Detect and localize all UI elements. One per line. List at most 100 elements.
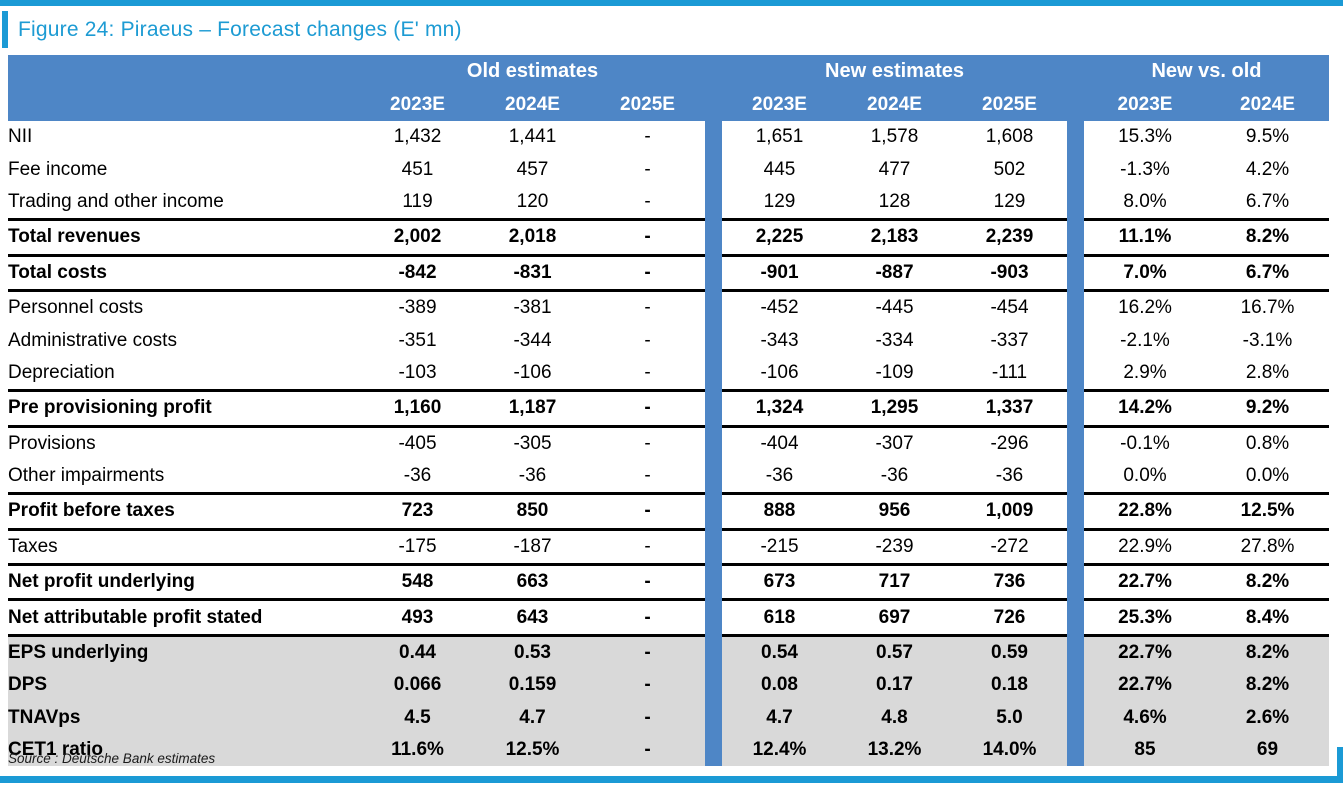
cell-new-2025e: 1,337 [952, 389, 1067, 427]
cell-delta-2024e: 8.2% [1206, 563, 1329, 600]
year-header-row: 2023E 2024E 2025E 2023E 2024E 2025E 2023… [8, 88, 1329, 121]
title-accent-bar [2, 11, 8, 48]
cell-new-2024e: 0.17 [837, 669, 952, 702]
cell-new-2025e: 502 [993, 158, 1026, 180]
cell-old-2025e: - [644, 158, 651, 180]
bottom-rule [0, 776, 1343, 783]
row-label: TNAVps [8, 701, 360, 735]
cell-old-2023e: -405 [360, 424, 475, 460]
table-row: Fee income 451 457 - 445 477 502 -1.3% 4.2% [8, 153, 1329, 185]
cell-delta-2023e: 16.2% [1084, 288, 1206, 325]
row-label: Taxes [8, 527, 360, 565]
cell-new-2024e: 1,295 [837, 389, 952, 427]
year-header: 2024E [1206, 88, 1329, 121]
cell-new-2025e: -903 [952, 253, 1067, 291]
cell-delta-2024e: 16.7% [1206, 288, 1329, 325]
cell-new-2024e: 13.2% [837, 734, 952, 767]
cell-new-2024e: 697 [837, 598, 952, 636]
cell-new-2024e: -334 [875, 329, 914, 351]
row-label: Total costs [8, 253, 360, 291]
cell-new-2024e: -36 [880, 465, 909, 487]
cell-old-2025e: - [590, 701, 705, 735]
cell-new-2023e: -106 [760, 361, 799, 383]
row-label: Pre provisioning profit [8, 389, 360, 427]
cell-old-2023e: -389 [360, 288, 475, 325]
cell-old-2025e: - [590, 633, 705, 670]
year-header: 2023E [722, 88, 837, 121]
row-label: Profit before taxes [8, 492, 360, 530]
cell-new-2023e: 673 [722, 563, 837, 600]
cell-old-2025e: - [590, 669, 705, 702]
cell-new-2023e: -404 [722, 424, 837, 460]
row-label: Net profit underlying [8, 563, 360, 600]
cell-old-2024e: -187 [475, 527, 590, 565]
cell-delta-2024e: 6.7% [1206, 253, 1329, 291]
cell-old-2023e: 493 [360, 598, 475, 636]
cell-new-2024e: 128 [878, 190, 911, 212]
cell-old-2023e: 0.066 [360, 669, 475, 702]
cell-old-2024e: -36 [518, 465, 547, 487]
cell-new-2024e: 717 [837, 563, 952, 600]
row-label: Other impairments [8, 465, 165, 487]
table-row: Total costs -842 -831- -901 -887 -903 7.0% 6.7% [8, 253, 1329, 291]
table-row: Taxes -175 -187- -215 -239 -272 22.9% 27.8% [8, 527, 1329, 565]
cell-old-2023e: -103 [398, 361, 437, 383]
cell-new-2025e: -337 [990, 329, 1029, 351]
forecast-table: Old estimates New estimates New vs. old … [8, 55, 1329, 767]
cell-new-2025e: 14.0% [952, 734, 1067, 767]
cell-new-2023e: 2,225 [722, 218, 837, 256]
cell-new-2023e: 888 [722, 492, 837, 530]
cell-new-2023e: 0.54 [722, 633, 837, 670]
row-label: Provisions [8, 424, 360, 460]
cell-new-2025e: -36 [995, 465, 1024, 487]
cell-delta-2024e: 12.5% [1206, 492, 1329, 530]
cell-delta-2023e: 25.3% [1084, 598, 1206, 636]
row-label: NII [8, 126, 33, 148]
cell-new-2023e: 4.7 [722, 701, 837, 735]
cell-old-2023e: 1,160 [360, 389, 475, 427]
cell-delta-2023e: 22.7% [1084, 669, 1206, 702]
table-row: EPS underlying 0.44 0.53-0.54 0.57 0.59 22.7%… [8, 633, 1329, 670]
cell-old-2023e: -842 [360, 253, 475, 291]
cell-old-2025e: - [590, 424, 705, 460]
cell-old-2025e: - [590, 563, 705, 600]
cell-old-2024e: 12.5% [475, 734, 590, 767]
cell-old-2025e: - [590, 288, 705, 325]
cell-delta-2024e: 0.0% [1245, 465, 1290, 487]
cell-delta-2023e: 4.6% [1084, 701, 1206, 735]
cell-old-2023e: -36 [403, 465, 432, 487]
cell-delta-2023e: 2.9% [1123, 361, 1167, 383]
cell-old-2024e: -344 [513, 329, 552, 351]
top-rule [0, 0, 1343, 6]
cell-new-2023e: 129 [763, 190, 796, 212]
year-header: 2023E [1084, 88, 1206, 121]
figure-title-block: Figure 24: Piraeus – Forecast changes (E… [2, 11, 462, 48]
cell-new-2023e: -901 [722, 253, 837, 291]
group-header-row: Old estimates New estimates New vs. old [8, 55, 1329, 767]
cell-new-2023e: 445 [763, 158, 796, 180]
year-header: 2024E [475, 88, 590, 121]
cell-new-2024e: -887 [837, 253, 952, 291]
group-header-old-estimates: Old estimates [360, 55, 705, 88]
cell-new-2024e: -445 [837, 288, 952, 325]
section-separator-bar [705, 55, 722, 767]
cell-delta-2023e: 7.0% [1084, 253, 1206, 291]
cell-delta-2023e: 11.1% [1084, 218, 1206, 256]
cell-new-2024e: 477 [878, 158, 911, 180]
cell-delta-2023e: 22.8% [1084, 492, 1206, 530]
cell-delta-2024e: 8.2% [1206, 633, 1329, 670]
cell-old-2023e: 4.5 [360, 701, 475, 735]
cell-new-2025e: -454 [952, 288, 1067, 325]
cell-new-2025e: 0.18 [952, 669, 1067, 702]
cell-new-2024e: 4.8 [837, 701, 952, 735]
row-label: Personnel costs [8, 288, 360, 325]
cell-old-2023e: 2,002 [360, 218, 475, 256]
cell-old-2025e: - [644, 329, 651, 351]
cell-new-2025e: -111 [991, 361, 1028, 383]
cell-delta-2024e: 4.2% [1245, 158, 1290, 180]
cell-old-2024e: 643 [475, 598, 590, 636]
cell-old-2025e: - [644, 190, 651, 212]
source-note: Source : Deutsche Bank estimates [8, 751, 216, 766]
cell-new-2023e: 1,651 [755, 126, 804, 148]
cell-new-2023e: -343 [760, 329, 799, 351]
